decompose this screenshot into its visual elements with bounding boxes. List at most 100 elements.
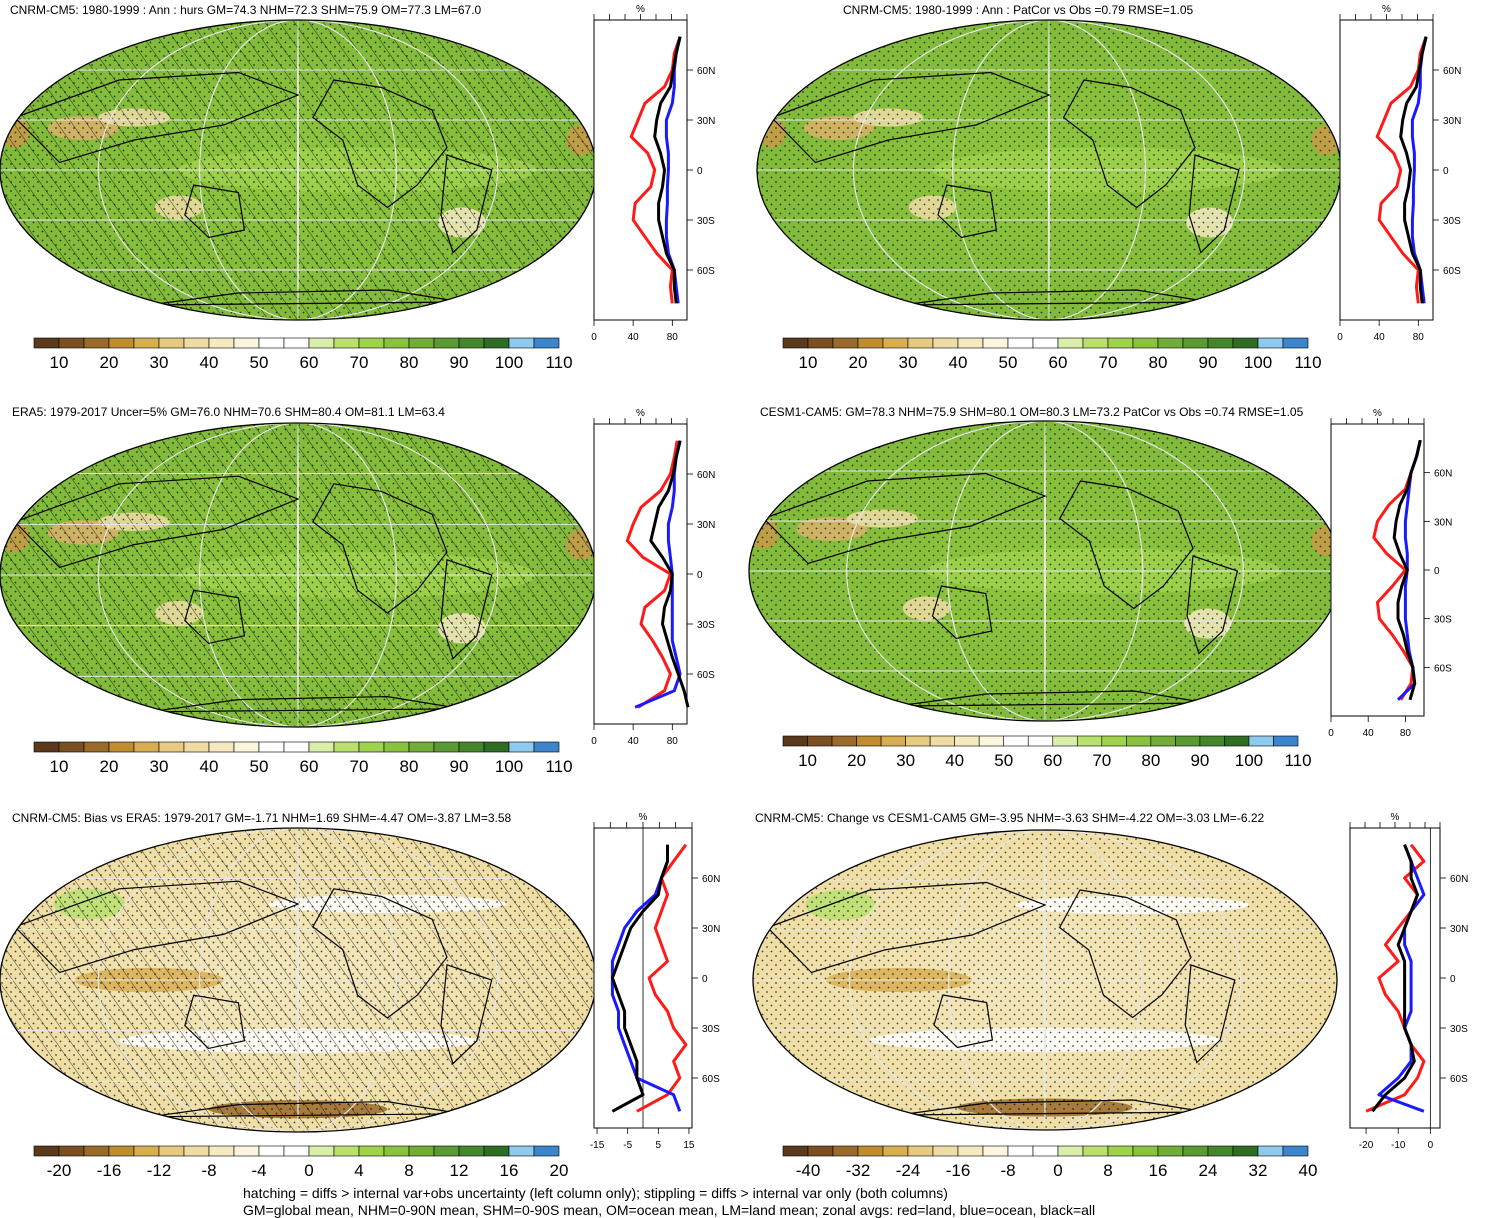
y-tick-label: 30S [697,620,715,631]
y-tick-label: 60N [697,470,715,481]
colorbar-swatch [1101,735,1127,747]
y-tick-label: 60N [702,874,720,885]
y-tick-label: 30N [1450,924,1468,935]
colorbar-swatch [807,735,833,747]
coastline [762,472,1047,565]
colorbar-swatch [882,337,909,349]
colorbar-label: 100 [495,757,523,776]
colorbar-swatch [33,1145,60,1157]
x-tick-label: 80 [1400,728,1412,739]
colorbar-label: 70 [1092,751,1111,770]
land-line [1375,36,1428,304]
zonal-profile: % -20 -10 0 60N 30N 0 30S 60S [1349,812,1468,1151]
coastline [1186,555,1239,655]
colorbar-label: 0 [304,1161,313,1180]
colorbar-swatch [183,337,210,349]
all-line [653,36,682,304]
colorbar-swatch [880,735,906,747]
coastline [1062,79,1196,209]
colorbar: -40 -32 -24 -16 -8 0 8 16 24 32 40 [782,1145,1317,1180]
x-tick-label: 80 [667,736,679,747]
panels-layer: CNRM-CM5: 1980-1999 : Ann : hurs GM=74.3… [0,3,1468,1180]
colorbar-label: 30 [150,353,169,372]
colorbar-swatch [533,741,560,753]
meridian-line [297,828,299,1132]
map-area [0,20,596,320]
x-tick-label: -10 [1391,1140,1406,1151]
colorbar-label: 30 [150,757,169,776]
colorbar-swatch [158,337,185,349]
y-tick-label: 60S [702,1074,720,1085]
coastline [440,558,493,660]
zonal-profile: % 0 40 80 60N 30N 0 30S 60S [591,408,715,747]
colorbar-label: 40 [949,353,968,372]
colorbar-swatch [1132,1145,1159,1157]
coastline [1188,154,1240,254]
zonal-unit: % [636,408,645,419]
colorbar-swatch [1107,337,1134,349]
colorbar-swatch [907,337,934,349]
y-tick-label: 30S [702,1024,720,1035]
colorbar-swatch [233,741,260,753]
coastline [184,589,246,645]
coastline [1184,964,1236,1064]
colorbar-label: 110 [545,353,572,372]
colorbar-swatch [1057,337,1084,349]
y-tick-label: 0 [1443,166,1449,177]
y-tick-label: 30S [1443,216,1461,227]
x-tick-label: 0 [1337,332,1343,343]
colorbar-swatch [358,741,385,753]
colorbar-swatch [133,741,160,753]
colorbar-label: -16 [97,1161,122,1180]
colorbar-swatch [458,741,485,753]
colorbar-swatch [1027,735,1054,747]
coastline [766,881,1047,974]
x-tick-label: 5 [656,1140,662,1151]
all-line [649,440,690,708]
x-tick-label: -5 [623,1140,632,1151]
colorbar-label: 10 [50,353,69,372]
colorbar-swatch [108,1145,135,1157]
colorbar-label: 20 [550,1161,569,1180]
colorbar-swatch [1132,337,1159,349]
y-tick-label: 0 [1434,566,1440,577]
colorbar-label: -40 [796,1161,821,1180]
coastline [770,71,1051,164]
y-tick-label: 30N [697,520,715,531]
colorbar-swatch [58,1145,85,1157]
colorbar-label: 16 [500,1161,519,1180]
colorbar-swatch [905,735,931,747]
meridian-line [1044,421,1046,721]
colorbar-swatch [33,337,60,349]
colorbar-swatch [83,1145,110,1157]
colorbar-swatch [1032,1145,1059,1157]
coastline [440,963,493,1065]
y-tick-label: 60N [697,66,715,77]
map-area [753,830,1337,1130]
colorbar-swatch [383,741,410,753]
colorbar-label: 80 [400,353,419,372]
colorbar-swatch [807,337,834,349]
colorbar-swatch [258,337,285,349]
colorbar-swatch [333,1145,360,1157]
meridian-line [199,828,397,1132]
colorbar-swatch [882,1145,909,1157]
colorbar-swatch [133,1145,160,1157]
colorbar-label: 50 [999,353,1018,372]
colorbar-label: 12 [450,1161,469,1180]
colorbar-swatch [1224,735,1250,747]
meridian-line [97,828,499,1132]
coastline [312,79,448,209]
colorbar-swatch [831,735,857,747]
colorbar-label: 110 [1284,751,1311,770]
colorbar-swatch [333,337,360,349]
colorbar-swatch [283,1145,310,1157]
meridian-line [948,830,1142,1130]
colorbar-swatch [1207,337,1234,349]
colorbar-swatch [308,1145,335,1157]
colorbar-swatch [58,337,85,349]
land-line [625,440,679,709]
colorbar-label: 90 [1199,353,1218,372]
colorbar-swatch [832,337,859,349]
colorbar-label: 100 [495,353,523,372]
